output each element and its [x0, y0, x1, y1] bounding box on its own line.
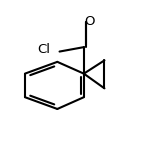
Text: Cl: Cl — [37, 43, 50, 56]
Text: O: O — [84, 15, 95, 28]
